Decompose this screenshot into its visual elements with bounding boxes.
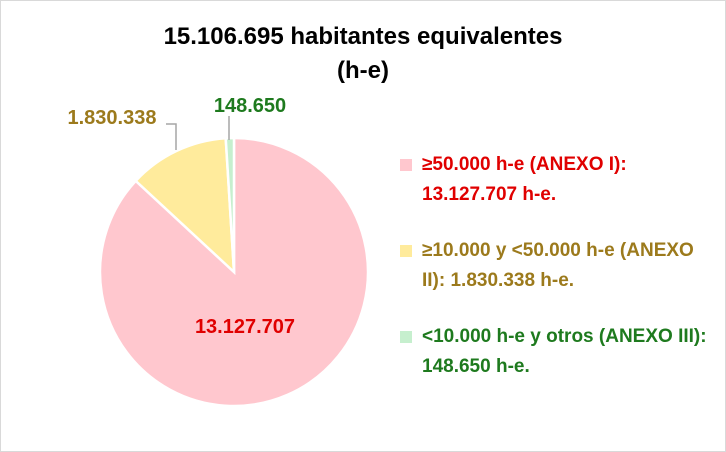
legend-swatch-0 xyxy=(400,159,412,171)
chart-title: 15.106.695 habitantes equivalentes (h-e) xyxy=(0,20,726,88)
legend-item-1: ≥10.000 y <50.000 h-e (ANEXO II): 1.830.… xyxy=(400,236,720,296)
legend-text-2: <10.000 h-e y otros (ANEXO III): 148.650… xyxy=(422,326,707,377)
data-label-slice-1: 1.830.338 xyxy=(68,107,157,129)
pie-slice-1 xyxy=(133,136,236,276)
chart-title-line-2: (h-e) xyxy=(337,57,389,84)
chart-title-line-1: 15.106.695 habitantes equivalentes xyxy=(163,23,563,50)
legend-item-2: <10.000 h-e y otros (ANEXO III): 148.650… xyxy=(400,322,720,382)
legend: ≥50.000 h-e (ANEXO I): 13.127.707 h-e. ≥… xyxy=(400,150,720,408)
legend-swatch-1 xyxy=(400,245,412,257)
data-label-slice-2: 148.650 xyxy=(214,95,286,117)
legend-item-0: ≥50.000 h-e (ANEXO I): 13.127.707 h-e. xyxy=(400,150,720,210)
pie-slice-2 xyxy=(224,136,236,273)
legend-text-0: ≥50.000 h-e (ANEXO I): 13.127.707 h-e. xyxy=(422,154,627,205)
data-label-slice-0: 13.127.707 xyxy=(195,316,295,338)
leader-line-slice-1 xyxy=(166,123,177,150)
legend-swatch-2 xyxy=(400,331,412,343)
legend-text-1: ≥10.000 y <50.000 h-e (ANEXO II): 1.830.… xyxy=(422,240,694,291)
